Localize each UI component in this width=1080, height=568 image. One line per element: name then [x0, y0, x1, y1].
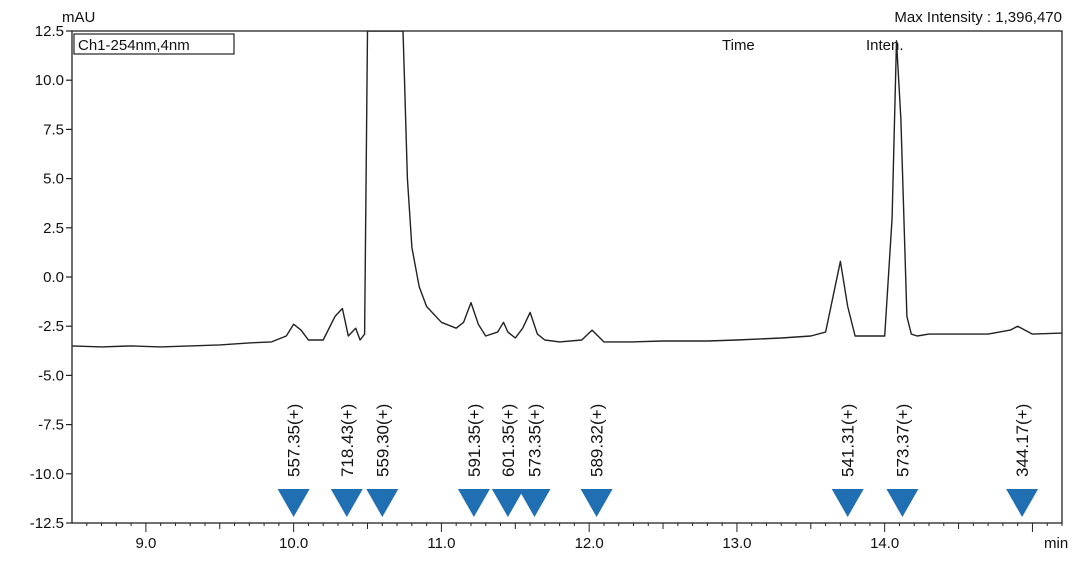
- x-axis-unit-label: min: [1044, 535, 1068, 552]
- x-axis-ticks: 9.0 10.0 11.0 12.0 13.0 14.0: [86, 523, 1063, 552]
- y-tick-label: 2.5: [43, 220, 64, 237]
- y-tick-label: 10.0: [35, 72, 64, 89]
- x-tick-label: 10.0: [279, 535, 308, 552]
- mz-annotation-label: 573.37(+): [893, 404, 912, 477]
- y-tick-label: 0.0: [43, 269, 64, 286]
- y-tick-label: 7.5: [43, 121, 64, 138]
- y-tick-label: 5.0: [43, 171, 64, 188]
- legend-inten-label: Inten.: [866, 37, 904, 54]
- mz-annotation-label: 601.35(+): [499, 404, 518, 477]
- ms-scan-marker: [831, 489, 864, 517]
- ms-scan-marker: [1006, 489, 1039, 517]
- mz-annotation-label: 573.35(+): [526, 404, 545, 477]
- x-tick-label: 9.0: [135, 535, 156, 552]
- ms-scan-marker: [277, 489, 310, 517]
- x-tick-label: 11.0: [427, 535, 455, 552]
- ms-scan-marker: [886, 489, 919, 517]
- y-tick-label: -7.5: [38, 417, 64, 434]
- ms-scan-marker: [457, 489, 490, 517]
- legend-time-label: Time: [722, 37, 755, 54]
- channel-label: Ch1-254nm,4nm: [78, 37, 190, 54]
- mz-annotation-label: 589.32(+): [588, 404, 607, 477]
- chromatogram-trace-group: [72, 31, 1062, 348]
- ms-scan-marker: [491, 489, 524, 517]
- mz-annotation-label: 559.30(+): [373, 404, 392, 477]
- y-axis-unit-label: mAU: [62, 9, 95, 26]
- ms-scan-marker: [366, 489, 399, 517]
- y-axis-ticks: 12.5 10.0 7.5 5.0 2.5 0.0 -2.5 -5.0 -7.5 -10.0 -12…: [30, 23, 72, 532]
- plot-frame: [71, 30, 1063, 524]
- ms-scan-marker: [580, 489, 613, 517]
- y-tick-label: 12.5: [35, 23, 64, 40]
- y-tick-label: -5.0: [38, 367, 64, 384]
- y-tick-label: -2.5: [38, 318, 64, 335]
- ms-annotation-group: 557.35(+) 718.43(+) 559.30(+) 591.35(+) 601.…: [277, 404, 1039, 517]
- chromatogram-trace: [72, 31, 1062, 348]
- x-tick-label: 12.0: [575, 535, 604, 552]
- mz-annotation-label: 344.17(+): [1013, 404, 1032, 477]
- ms-scan-marker: [518, 489, 551, 517]
- channel-label-box: [73, 33, 235, 55]
- ms-scan-marker: [330, 489, 363, 517]
- mz-annotation-label: 718.43(+): [338, 404, 357, 477]
- y-tick-label: -12.5: [30, 515, 64, 532]
- x-tick-label: 13.0: [722, 535, 751, 552]
- mz-annotation-label: 591.35(+): [465, 404, 484, 477]
- max-intensity-label: Max Intensity : 1,396,470: [894, 9, 1062, 26]
- y-tick-label: -10.0: [30, 466, 64, 483]
- x-tick-label: 14.0: [870, 535, 899, 552]
- mz-annotation-label: 557.35(+): [285, 404, 304, 477]
- mz-annotation-label: 541.31(+): [839, 404, 858, 477]
